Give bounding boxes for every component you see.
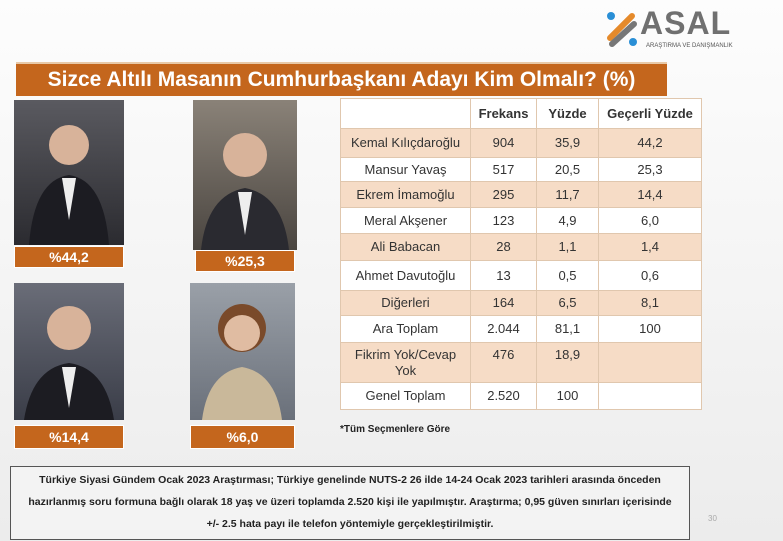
cell-yuzde: 20,5	[536, 157, 599, 182]
results-table: Frekans Yüzde Geçerli Yüzde Kemal Kılıçd…	[340, 98, 702, 410]
cell-frekans: 13	[470, 260, 537, 291]
cell-frekans: 904	[470, 128, 537, 158]
cell-name: Ara Toplam	[340, 315, 471, 343]
methodology-line: Türkiye Siyasi Gündem Ocak 2023 Araştırm…	[39, 474, 661, 486]
cell-frekans: 2.044	[470, 315, 537, 343]
cell-yuzde: 6,5	[536, 290, 599, 316]
cell-yuzde: 11,7	[536, 181, 599, 208]
table-header-row: Frekans Yüzde Geçerli Yüzde	[340, 98, 702, 129]
table-row: Diğerleri 164 6,5 8,1	[340, 290, 702, 316]
cell-yuzde: 4,9	[536, 207, 599, 234]
logo-tagline: ARAŞTIRMA VE DANIŞMANLIK	[646, 43, 733, 49]
cell-name: Ali Babacan	[340, 233, 471, 261]
cell-frekans: 28	[470, 233, 537, 261]
header-empty	[340, 98, 471, 129]
cell-name: Diğerleri	[340, 290, 471, 316]
cell-yuzde: 35,9	[536, 128, 599, 158]
candidate-photo-imamoglu	[14, 283, 124, 420]
header-frekans: Frekans	[470, 98, 537, 129]
cell-gecerli: 0,6	[598, 260, 702, 291]
cell-yuzde: 1,1	[536, 233, 599, 261]
cell-frekans: 517	[470, 157, 537, 182]
cell-gecerli: 1,4	[598, 233, 702, 261]
cell-gecerli	[598, 382, 702, 410]
page-number: 30	[708, 514, 717, 523]
candidate-percent-label: %25,3	[195, 250, 295, 272]
cell-name: Meral Akşener	[340, 207, 471, 234]
logo-mark-icon	[607, 12, 637, 47]
cell-gecerli: 8,1	[598, 290, 702, 316]
cell-gecerli: 44,2	[598, 128, 702, 158]
candidate-photo-aksener	[190, 283, 295, 420]
table-row: Ara Toplam 2.044 81,1 100	[340, 315, 702, 343]
methodology-line: +/- 2.5 hata payı ile telefon yöntemiyle…	[206, 518, 494, 530]
cell-frekans: 123	[470, 207, 537, 234]
candidate-percent-label: %6,0	[190, 425, 295, 449]
cell-gecerli: 6,0	[598, 207, 702, 234]
table-row: Fikrim Yok/Cevap Yok 476 18,9	[340, 342, 702, 383]
candidate-percent-label: %44,2	[14, 246, 124, 268]
candidate-photo-yavas	[193, 100, 297, 250]
cell-name: Ekrem İmamoğlu	[340, 181, 471, 208]
methodology-box: Türkiye Siyasi Gündem Ocak 2023 Araştırm…	[10, 466, 690, 540]
cell-yuzde: 81,1	[536, 315, 599, 343]
asal-logo: ASAL ARAŞTIRMA VE DANIŞMANLIK	[606, 6, 756, 52]
cell-yuzde: 100	[536, 382, 599, 410]
cell-name: Fikrim Yok/Cevap Yok	[340, 342, 471, 383]
cell-name: Ahmet Davutoğlu	[340, 260, 471, 291]
cell-gecerli	[598, 342, 702, 383]
cell-name: Genel Toplam	[340, 382, 471, 410]
table-row: Meral Akşener 123 4,9 6,0	[340, 207, 702, 234]
candidate-percent-label: %14,4	[14, 425, 124, 449]
cell-name: Mansur Yavaş	[340, 157, 471, 182]
cell-frekans: 2.520	[470, 382, 537, 410]
header-yuzde: Yüzde	[536, 98, 599, 129]
cell-frekans: 164	[470, 290, 537, 316]
table-footnote: *Tüm Seçmenlere Göre	[340, 424, 451, 435]
cell-name: Kemal Kılıçdaroğlu	[340, 128, 471, 158]
cell-yuzde: 18,9	[536, 342, 599, 383]
methodology-line: hazırlanmış soru formuna bağlı olarak 18…	[28, 496, 672, 508]
cell-gecerli: 14,4	[598, 181, 702, 208]
table-row: Kemal Kılıçdaroğlu 904 35,9 44,2	[340, 128, 702, 158]
table-row: Ekrem İmamoğlu 295 11,7 14,4	[340, 181, 702, 208]
logo-text: ASAL	[640, 5, 732, 41]
cell-frekans: 476	[470, 342, 537, 383]
table-row: Ali Babacan 28 1,1 1,4	[340, 233, 702, 261]
page-title: Sizce Altılı Masanın Cumhurbaşkanı Adayı…	[16, 62, 667, 96]
table-row: Genel Toplam 2.520 100	[340, 382, 702, 410]
header-gecerli-yuzde: Geçerli Yüzde	[598, 98, 702, 129]
cell-gecerli: 100	[598, 315, 702, 343]
cell-frekans: 295	[470, 181, 537, 208]
table-row: Ahmet Davutoğlu 13 0,5 0,6	[340, 260, 702, 291]
table-row: Mansur Yavaş 517 20,5 25,3	[340, 157, 702, 182]
cell-yuzde: 0,5	[536, 260, 599, 291]
candidate-photo-kilicdaroglu	[14, 100, 124, 245]
cell-gecerli: 25,3	[598, 157, 702, 182]
